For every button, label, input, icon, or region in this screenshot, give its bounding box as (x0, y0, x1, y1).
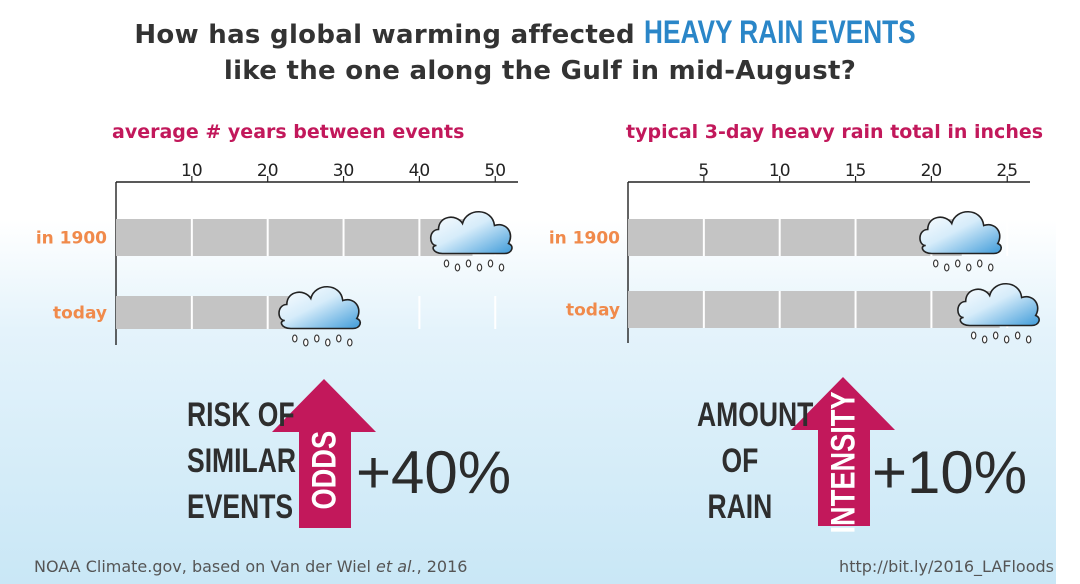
risk-label: RISK OF SIMILAR EVENTS (187, 392, 296, 530)
rain-drop (1014, 331, 1021, 340)
odds-change: +40% (356, 439, 512, 506)
rain-drop (932, 259, 939, 268)
x-tick-label: 30 (333, 161, 355, 181)
rain-drop (943, 263, 950, 272)
risk-label-line: SIMILAR (187, 442, 297, 480)
risk-label-line: RISK OF (187, 396, 295, 434)
rain-cloud-icon (429, 210, 513, 272)
cloud-body (429, 210, 513, 255)
page-subtitle: like the one along the Gulf in mid-Augus… (223, 56, 857, 86)
rain-drop (965, 263, 972, 272)
rain-drop (443, 259, 450, 268)
source-credit: NOAA Climate.gov, based on Van der Wiel … (34, 557, 467, 576)
cloud-body (957, 282, 1040, 327)
rain-drop (976, 259, 983, 268)
rain-cloud-icon (919, 210, 1003, 272)
page-title: How has global warming affected HEAVY RA… (0, 14, 1080, 51)
x-tick-label: 5 (698, 161, 709, 181)
rain-drop (347, 338, 353, 347)
source-italic: et al. (376, 557, 417, 576)
intensity-change: +10% (872, 439, 1028, 506)
x-tick-label: 40 (409, 161, 431, 181)
source-text: NOAA Climate.gov, based on Van der Wiel (34, 557, 377, 576)
rain-drop (1025, 335, 1032, 344)
x-tick-label: 15 (845, 161, 867, 181)
row-label: today (566, 301, 620, 321)
odds-arrow (272, 379, 376, 528)
rain-drop (970, 331, 977, 340)
rain-drop (325, 338, 331, 347)
row-label: today (53, 304, 107, 324)
cloud-body (919, 210, 1003, 255)
rain-drop (498, 263, 505, 272)
intensity-arrow-label: INTENSITY (824, 391, 863, 534)
risk-label-line: EVENTS (187, 488, 294, 526)
rain-drop (954, 259, 961, 268)
rain-label-line: AMOUNT (697, 396, 814, 434)
rain-cloud-icon (278, 285, 362, 347)
bar (116, 219, 473, 256)
rain-drop (454, 263, 461, 272)
x-tick-label: 25 (996, 161, 1018, 181)
rain-cloud-icon (957, 282, 1040, 344)
cloud-body (278, 285, 362, 330)
rain-drop (992, 331, 999, 340)
rain-drop (1003, 335, 1010, 344)
rain-drop (336, 334, 342, 343)
rain-drop (476, 263, 483, 272)
x-tick-label: 50 (484, 161, 506, 181)
title-highlight: HEAVY RAIN EVENTS (644, 14, 916, 50)
source-year: , 2016 (416, 557, 468, 576)
rain-drop (314, 334, 320, 343)
bar (628, 291, 1000, 328)
x-tick-label: 20 (257, 161, 279, 181)
chart-title: average # years between events (112, 121, 464, 143)
source-link[interactable]: http://bit.ly/2016_LAFloods (839, 557, 1054, 576)
bar (628, 219, 962, 256)
intensity-arrow (791, 377, 895, 526)
x-tick-label: 10 (181, 161, 203, 181)
odds-arrow-label: ODDS (305, 430, 344, 510)
rain-drop (303, 338, 309, 347)
rain-drop (981, 335, 988, 344)
rain-drop (465, 259, 472, 268)
row-label: in 1900 (549, 229, 620, 249)
rain-label-line: RAIN (707, 488, 773, 526)
page-edge (1056, 0, 1080, 584)
rain-label-line: OF (721, 442, 759, 480)
x-tick-label: 20 (921, 161, 943, 181)
rain-drop (292, 334, 298, 343)
chart-title: typical 3-day heavy rain total in inches (626, 121, 1043, 143)
title-part1: How has global warming affected (134, 20, 635, 50)
rain-drop (487, 259, 494, 268)
rain-amount-label: AMOUNT OF RAIN (697, 392, 814, 530)
x-tick-label: 10 (769, 161, 791, 181)
row-label: in 1900 (36, 229, 107, 249)
rain-drop (987, 263, 994, 272)
